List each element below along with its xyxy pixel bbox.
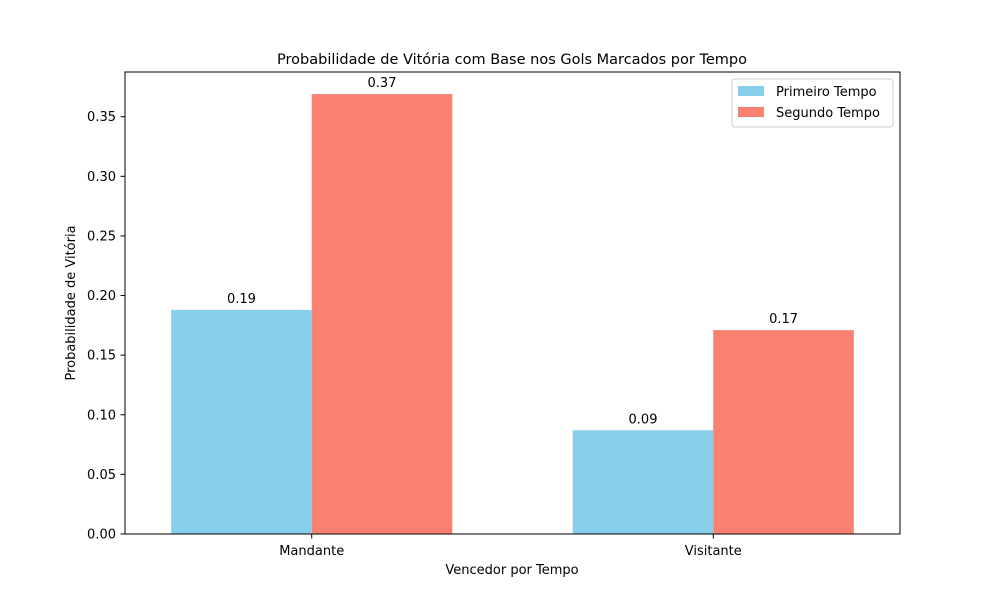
chart-title: Probabilidade de Vitória com Base nos Go… [277, 52, 747, 68]
legend-label: Segundo Tempo [776, 106, 880, 121]
legend-swatch [738, 107, 764, 117]
y-axis: 0.00 0.05 0.10 0.15 0.20 0.25 0.30 0.35 [87, 110, 125, 543]
plot-frame [124, 71, 901, 535]
bars-group [171, 94, 854, 535]
legend-swatch [738, 86, 764, 96]
bar-value-label: 0.19 [227, 292, 256, 307]
x-tick-label: Visitante [685, 544, 742, 559]
bar-mandante-2 [311, 94, 453, 535]
bar-labels-group: 0.19 0.09 0.37 0.17 [227, 76, 798, 427]
x-tick-label: Mandante [279, 544, 344, 559]
bar-mandante-1 [171, 309, 312, 534]
y-tick-label: 0.20 [87, 289, 116, 304]
y-tick-label: 0.35 [87, 110, 116, 125]
legend: Primeiro Tempo Segundo Tempo [731, 78, 894, 128]
x-axis-label: Vencedor por Tempo [445, 563, 578, 578]
y-tick-label: 0.15 [87, 349, 116, 364]
bar-visitante-2 [713, 330, 854, 534]
bar-visitante-1 [572, 430, 714, 534]
y-tick-label: 0.25 [87, 229, 116, 244]
bar-value-label: 0.17 [769, 312, 798, 327]
y-tick-label: 0.00 [87, 528, 116, 543]
x-axis: Mandante Visitante [279, 534, 742, 559]
bar-value-label: 0.09 [629, 412, 658, 427]
y-tick-label: 0.05 [87, 468, 116, 483]
bar-value-label: 0.37 [368, 76, 397, 91]
legend-box [731, 78, 894, 128]
y-tick-label: 0.10 [87, 408, 116, 423]
y-axis-label: Probabilidade de Vitória [64, 225, 79, 380]
legend-label: Primeiro Tempo [776, 85, 877, 100]
y-tick-label: 0.30 [87, 170, 116, 185]
